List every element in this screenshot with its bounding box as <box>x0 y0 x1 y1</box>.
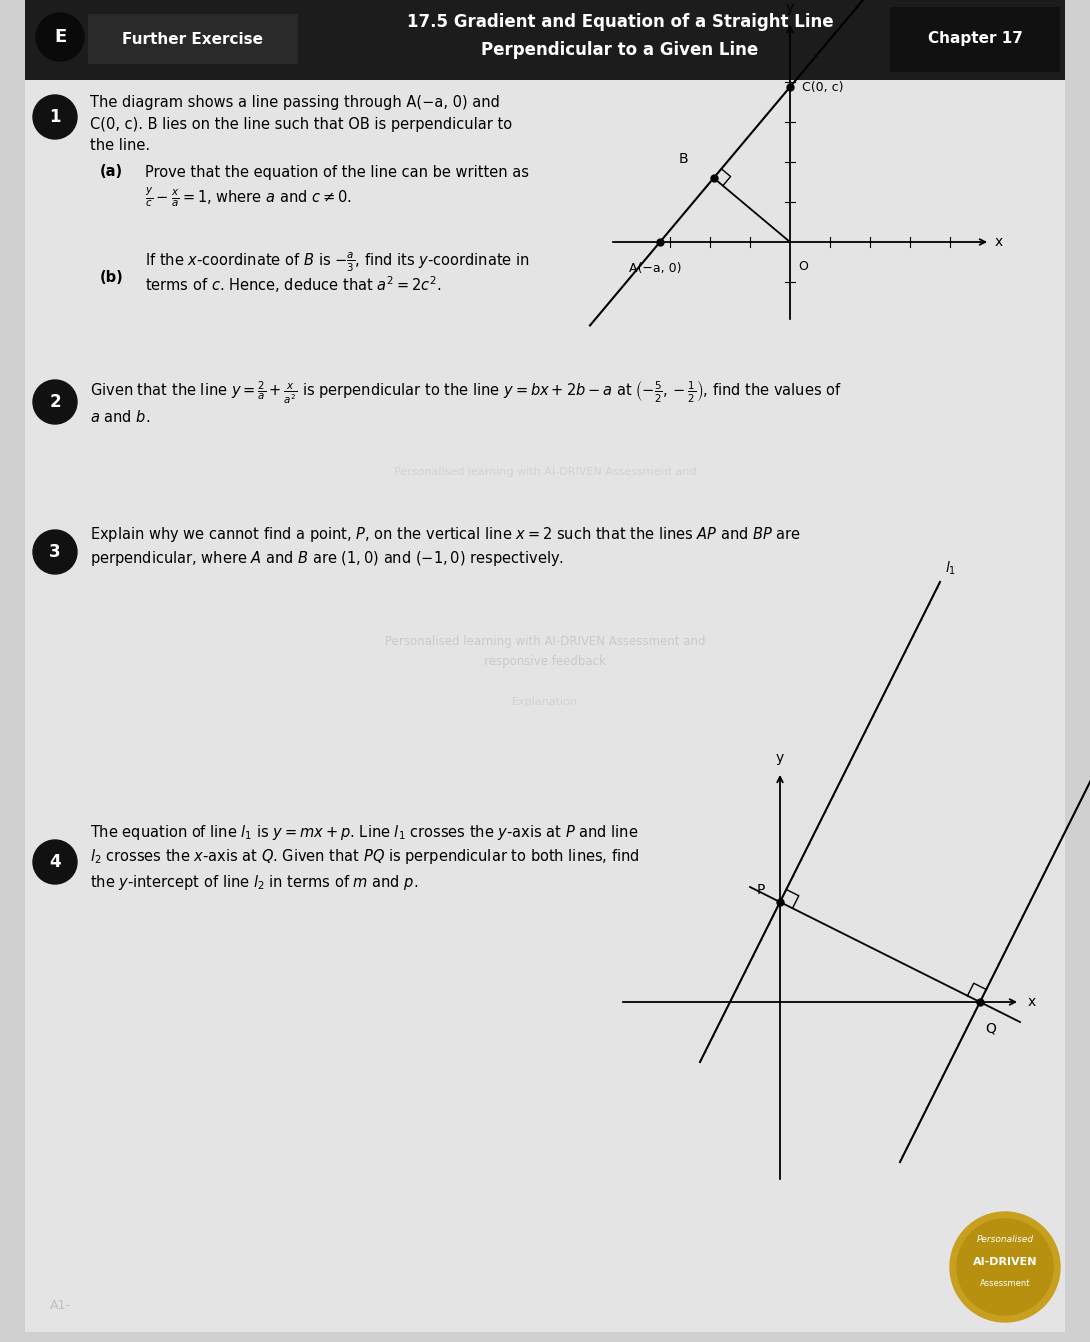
Bar <box>88 13 298 64</box>
Text: O: O <box>798 260 808 272</box>
Text: the $y$-intercept of line $l_2$ in terms of $m$ and $p$.: the $y$-intercept of line $l_2$ in terms… <box>90 872 419 891</box>
Text: C(0, c). B lies on the line such that OB is perpendicular to: C(0, c). B lies on the line such that OB… <box>90 117 512 132</box>
Circle shape <box>957 1219 1053 1315</box>
Text: 2: 2 <box>49 393 61 411</box>
Text: Given that the line $y = \frac{2}{a} + \frac{x}{a^2}$ is perpendicular to the li: Given that the line $y = \frac{2}{a} + \… <box>90 378 841 405</box>
Text: A(−a, 0): A(−a, 0) <box>629 262 681 275</box>
Text: $\frac{y}{c} - \frac{x}{a} = 1$, where $a$ and $c \neq 0$.: $\frac{y}{c} - \frac{x}{a} = 1$, where $… <box>145 185 352 208</box>
Text: Chapter 17: Chapter 17 <box>928 31 1022 47</box>
Text: E: E <box>53 28 66 46</box>
Text: Explanation: Explanation <box>512 696 578 707</box>
Bar <box>25 0 1065 81</box>
Text: the line.: the line. <box>90 138 150 153</box>
Circle shape <box>36 13 84 60</box>
Text: Personalised learning with AI-DRIVEN Assessment and: Personalised learning with AI-DRIVEN Ass… <box>393 467 697 476</box>
Text: A1-: A1- <box>50 1299 71 1312</box>
Text: AI-DRIVEN: AI-DRIVEN <box>972 1257 1038 1267</box>
Bar <box>891 7 1059 72</box>
Circle shape <box>33 380 77 424</box>
Text: (b): (b) <box>100 270 124 285</box>
Text: Prove that the equation of the line can be written as: Prove that the equation of the line can … <box>145 165 529 180</box>
Circle shape <box>33 530 77 574</box>
Text: Perpendicular to a Given Line: Perpendicular to a Given Line <box>482 42 759 59</box>
Text: Further Exercise: Further Exercise <box>122 31 264 47</box>
Text: 17.5 Gradient and Equation of a Straight Line: 17.5 Gradient and Equation of a Straight… <box>407 13 834 31</box>
Text: $a$ and $b$.: $a$ and $b$. <box>90 409 150 425</box>
Text: terms of $c$. Hence, deduce that $a^2 = 2c^2$.: terms of $c$. Hence, deduce that $a^2 = … <box>145 275 441 295</box>
Text: responsive feedback: responsive feedback <box>484 655 606 668</box>
Text: If the $x$-coordinate of $B$ is $-\frac{a}{3}$, find its $y$-coordinate in: If the $x$-coordinate of $B$ is $-\frac{… <box>145 251 530 274</box>
Text: B: B <box>679 152 689 166</box>
Text: Personalised learning with AI-DRIVEN Assessment and: Personalised learning with AI-DRIVEN Ass… <box>385 636 705 648</box>
Text: y: y <box>786 1 795 15</box>
Text: x: x <box>1028 994 1037 1009</box>
Text: Explain why we cannot find a point, $P$, on the vertical line $x = 2$ such that : Explain why we cannot find a point, $P$,… <box>90 525 801 544</box>
Text: 4: 4 <box>49 854 61 871</box>
Text: y: y <box>776 752 784 765</box>
Text: Assessment: Assessment <box>980 1279 1030 1288</box>
Text: (a): (a) <box>100 165 123 180</box>
Circle shape <box>33 840 77 884</box>
Text: Personalised: Personalised <box>977 1236 1033 1244</box>
Text: Q: Q <box>985 1023 996 1036</box>
Text: $l_1$: $l_1$ <box>945 560 956 577</box>
Text: 1: 1 <box>49 107 61 126</box>
Text: The equation of line $l_1$ is $y = mx + p$. Line $l_1$ crosses the $y$-axis at $: The equation of line $l_1$ is $y = mx + … <box>90 823 639 841</box>
Circle shape <box>33 95 77 140</box>
Text: $l_2$ crosses the $x$-axis at $Q$. Given that $PQ$ is perpendicular to both line: $l_2$ crosses the $x$-axis at $Q$. Given… <box>90 848 640 867</box>
Text: perpendicular, where $A$ and $B$ are $(1, 0)$ and $(-1, 0)$ respectively.: perpendicular, where $A$ and $B$ are $(1… <box>90 549 564 569</box>
Text: 3: 3 <box>49 544 61 561</box>
Circle shape <box>950 1212 1059 1322</box>
Text: The diagram shows a line passing through A(−a, 0) and: The diagram shows a line passing through… <box>90 94 500 110</box>
Text: x: x <box>995 235 1003 250</box>
Text: C(0, c): C(0, c) <box>802 81 844 94</box>
Text: P: P <box>756 883 765 896</box>
